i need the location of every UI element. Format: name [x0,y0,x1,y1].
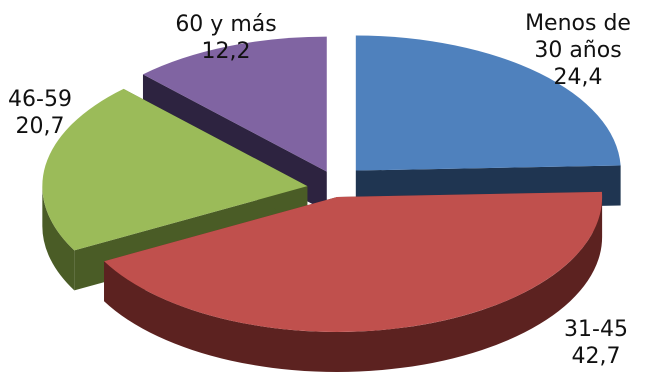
data-label-value: 12,2 [202,39,251,64]
pie-slice-0 [355,35,621,171]
pie-slice-outer-side [42,186,75,291]
data-label-value: 42,7 [572,344,621,369]
data-label-category: 60 y más [175,12,276,37]
pie-slice-1 [104,191,603,332]
data-label-category: 31-45 [564,317,628,342]
data-label-category: 30 años [534,38,621,63]
data-label-value: 20,7 [16,114,65,139]
pie-slice-group-1 [104,191,603,372]
data-label-category: 46-59 [8,87,72,112]
pie-slice-3 [142,36,327,172]
slices-layer [42,35,621,372]
pie-slice-outer-side [104,196,603,372]
pie-slice-2 [42,88,308,251]
data-label-value: 24,4 [554,65,603,90]
data-label-category: Menos de [525,11,631,36]
